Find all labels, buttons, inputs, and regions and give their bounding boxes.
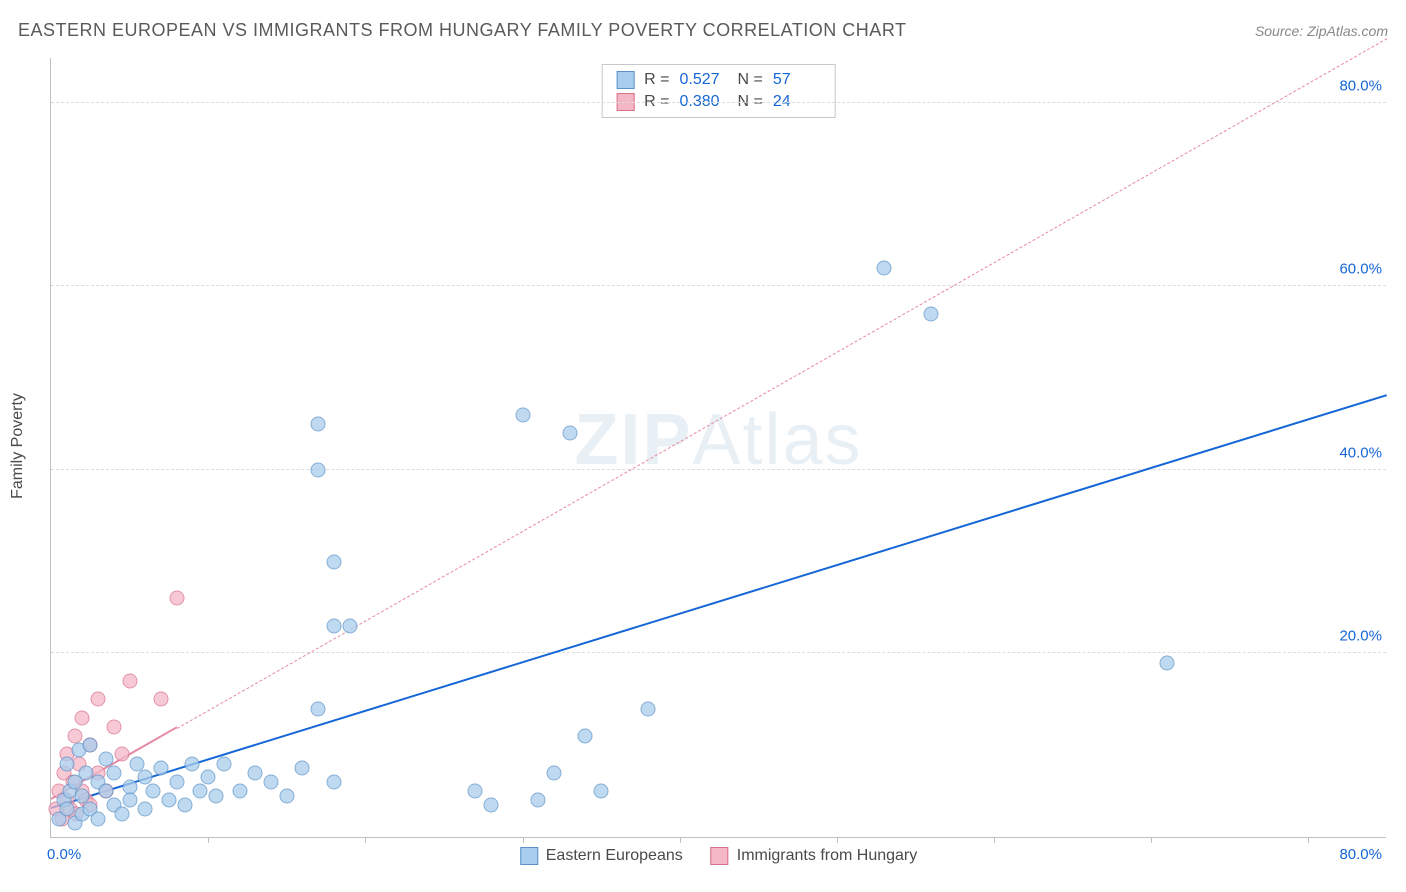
data-point [484, 797, 499, 812]
trend-line [176, 38, 1387, 729]
chart-source: Source: ZipAtlas.com [1255, 23, 1388, 39]
y-tick-label: 60.0% [1339, 261, 1388, 278]
data-point [154, 692, 169, 707]
x-tick [1308, 837, 1309, 843]
data-point [114, 747, 129, 762]
data-point [311, 701, 326, 716]
legend-label-1: Immigrants from Hungary [737, 847, 918, 865]
data-point [122, 793, 137, 808]
data-point [67, 729, 82, 744]
data-point [641, 701, 656, 716]
data-point [531, 793, 546, 808]
legend-swatch-0 [520, 847, 538, 865]
data-point [59, 756, 74, 771]
data-point [209, 788, 224, 803]
swatch-series-0 [616, 71, 634, 89]
data-point [295, 761, 310, 776]
chart-header: EASTERN EUROPEAN VS IMMIGRANTS FROM HUNG… [18, 20, 1388, 41]
data-point [248, 765, 263, 780]
legend-item-0: Eastern Europeans [520, 847, 683, 865]
data-point [311, 462, 326, 477]
trend-line [51, 395, 1388, 810]
stats-row-series-0: R = 0.527 N = 57 [616, 69, 821, 91]
data-point [154, 761, 169, 776]
data-point [122, 674, 137, 689]
gridline [51, 285, 1386, 286]
data-point [75, 710, 90, 725]
y-axis-label: Family Poverty [9, 393, 27, 499]
x-axis-min-label: 0.0% [47, 846, 81, 863]
data-point [177, 797, 192, 812]
n-value-0: 57 [773, 71, 821, 89]
data-point [924, 306, 939, 321]
data-point [193, 784, 208, 799]
data-point [161, 793, 176, 808]
data-point [279, 788, 294, 803]
data-point [546, 765, 561, 780]
x-tick [365, 837, 366, 843]
data-point [138, 770, 153, 785]
r-label: R = [644, 71, 669, 89]
r-value-0: 0.527 [680, 71, 728, 89]
data-point [106, 765, 121, 780]
watermark-thin: Atlas [692, 399, 862, 479]
y-tick-label: 80.0% [1339, 77, 1388, 94]
data-point [169, 591, 184, 606]
data-point [138, 802, 153, 817]
data-point [130, 756, 145, 771]
gridline [51, 652, 1386, 653]
y-tick-label: 20.0% [1339, 628, 1388, 645]
legend-label-0: Eastern Europeans [546, 847, 683, 865]
n-label: N = [738, 71, 763, 89]
x-tick [208, 837, 209, 843]
data-point [91, 692, 106, 707]
data-point [75, 788, 90, 803]
data-point [185, 756, 200, 771]
legend-swatch-1 [711, 847, 729, 865]
data-point [201, 770, 216, 785]
stats-legend-box: R = 0.527 N = 57 R = 0.380 N = 24 [601, 64, 836, 118]
data-point [264, 774, 279, 789]
x-tick [1151, 837, 1152, 843]
scatter-plot-area: ZIPAtlas R = 0.527 N = 57 R = 0.380 N = … [50, 58, 1386, 838]
data-point [106, 719, 121, 734]
x-tick [523, 837, 524, 843]
gridline [51, 102, 1386, 103]
data-point [114, 807, 129, 822]
chart-title: EASTERN EUROPEAN VS IMMIGRANTS FROM HUNG… [18, 20, 906, 41]
data-point [216, 756, 231, 771]
data-point [146, 784, 161, 799]
data-point [326, 774, 341, 789]
data-point [169, 774, 184, 789]
data-point [877, 261, 892, 276]
data-point [562, 426, 577, 441]
data-point [515, 407, 530, 422]
data-point [1159, 655, 1174, 670]
series-legend: Eastern Europeans Immigrants from Hungar… [520, 847, 917, 865]
x-axis-max-label: 80.0% [1339, 846, 1382, 863]
data-point [468, 784, 483, 799]
data-point [578, 729, 593, 744]
data-point [83, 738, 98, 753]
data-point [122, 779, 137, 794]
gridline [51, 469, 1386, 470]
data-point [59, 802, 74, 817]
x-tick [680, 837, 681, 843]
data-point [594, 784, 609, 799]
data-point [326, 618, 341, 633]
data-point [232, 784, 247, 799]
x-tick [994, 837, 995, 843]
y-tick-label: 40.0% [1339, 444, 1388, 461]
x-tick [837, 837, 838, 843]
data-point [342, 618, 357, 633]
data-point [326, 554, 341, 569]
data-point [91, 811, 106, 826]
data-point [99, 784, 114, 799]
data-point [99, 752, 114, 767]
data-point [311, 417, 326, 432]
legend-item-1: Immigrants from Hungary [711, 847, 918, 865]
